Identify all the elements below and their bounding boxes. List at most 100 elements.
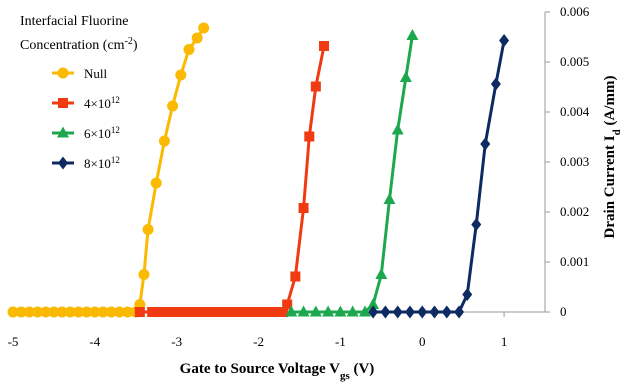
y-axis-title: Drain Current Id (A/mm): [602, 76, 623, 239]
data-point: [150, 177, 162, 189]
data-point: [290, 271, 301, 282]
legend: Interfacial Fluorine Concentration (cm-2…: [20, 14, 138, 171]
legend-entry-1: 4×1012: [52, 95, 120, 111]
legend-swatch-marker: [57, 126, 69, 138]
legend-title-superscript: -2: [125, 36, 133, 47]
data-point: [417, 305, 428, 319]
x-axis-title-subscript: gs: [340, 370, 351, 382]
data-point: [406, 29, 419, 40]
data-point: [237, 307, 248, 317]
data-point: [383, 193, 396, 204]
data-point: [89, 306, 101, 318]
data-point: [269, 307, 280, 317]
data-point: [81, 306, 93, 318]
legend-swatch-marker: [57, 67, 69, 79]
x-tick-label: 1: [501, 334, 508, 349]
x-axis-title-unit: (V): [350, 361, 375, 377]
data-point: [304, 131, 315, 142]
data-point: [368, 305, 379, 319]
data-point: [142, 224, 154, 235]
series-layer: [7, 22, 510, 319]
y-tick-label: 0.004: [560, 104, 590, 119]
data-point: [391, 123, 404, 135]
legend-entry-3: 8×1012: [52, 155, 120, 171]
data-point: [188, 307, 199, 317]
data-point: [282, 299, 293, 310]
data-point: [191, 32, 203, 44]
data-point: [179, 307, 190, 317]
data-point: [462, 288, 473, 301]
series-1: [134, 41, 330, 317]
legend-swatch-marker: [58, 98, 68, 108]
data-point: [392, 305, 403, 319]
x-tick-label: -5: [8, 334, 19, 349]
legend-label-text: Null: [84, 66, 108, 81]
data-point: [113, 306, 125, 318]
legend-label: 6×1012: [84, 125, 120, 141]
data-point: [278, 307, 289, 317]
data-point: [56, 306, 68, 318]
data-point: [367, 298, 380, 309]
data-point: [155, 307, 166, 317]
axes: -5 -4 -3 -2 -1 0 1 0 0.001 0.002 0.003 0.004 0.005 0.…: [8, 4, 590, 349]
data-point: [245, 307, 256, 317]
data-point: [167, 100, 179, 112]
y-tick-label: 0: [560, 304, 567, 319]
series-0: [7, 22, 210, 318]
legend-label-text: 4×10: [84, 96, 111, 111]
y-axis-title-text: Drain Current I: [602, 135, 618, 238]
legend-swatch-marker: [58, 156, 68, 170]
legend-title-text: Concentration (cm: [20, 38, 125, 53]
data-point: [322, 305, 335, 317]
legend-entry-2: 6×1012: [52, 125, 120, 141]
data-point: [171, 307, 182, 317]
legend-label-text: 6×10: [84, 126, 111, 141]
legend-label-superscript: 12: [111, 155, 120, 165]
data-point: [399, 71, 412, 82]
data-point: [212, 307, 223, 317]
data-point: [183, 44, 195, 55]
legend-label-text: 8×10: [84, 156, 111, 171]
legend-title-line2: Concentration (cm-2): [20, 36, 138, 54]
data-point: [261, 307, 272, 317]
x-axis-title: Gate to Source Voltage Vgs (V): [180, 361, 375, 382]
data-point: [309, 305, 322, 317]
series-3: [368, 34, 510, 319]
data-point: [32, 306, 44, 318]
data-point: [97, 306, 109, 318]
y-axis-title-subscript: d: [611, 129, 623, 135]
legend-title-end: ): [133, 38, 138, 53]
data-point: [358, 305, 371, 317]
x-axis-title-text: Gate to Source Voltage V: [180, 361, 340, 377]
series-2: [285, 29, 419, 317]
data-point: [253, 307, 264, 317]
data-point: [454, 305, 465, 319]
legend-label-superscript: 12: [111, 95, 120, 105]
y-tick-label: 0.002: [560, 204, 589, 219]
x-tick-label: -2: [253, 334, 264, 349]
data-point: [138, 269, 150, 280]
legend-label: Null: [84, 66, 108, 81]
data-point: [40, 306, 52, 318]
data-point: [134, 307, 145, 317]
data-point: [7, 306, 19, 318]
data-point: [297, 305, 310, 317]
legend-label-superscript: 12: [111, 125, 120, 135]
data-point: [471, 218, 482, 231]
data-point: [375, 268, 388, 279]
data-point: [105, 306, 117, 318]
data-point: [220, 307, 231, 317]
data-point: [404, 305, 415, 319]
data-point: [64, 306, 76, 318]
x-tick-label: -1: [335, 334, 346, 349]
data-point: [480, 137, 491, 151]
data-point: [175, 69, 187, 81]
series-line: [291, 35, 414, 314]
legend-label: 8×1012: [84, 155, 120, 171]
data-point: [158, 135, 170, 147]
data-point: [490, 77, 501, 91]
data-point: [196, 307, 207, 317]
